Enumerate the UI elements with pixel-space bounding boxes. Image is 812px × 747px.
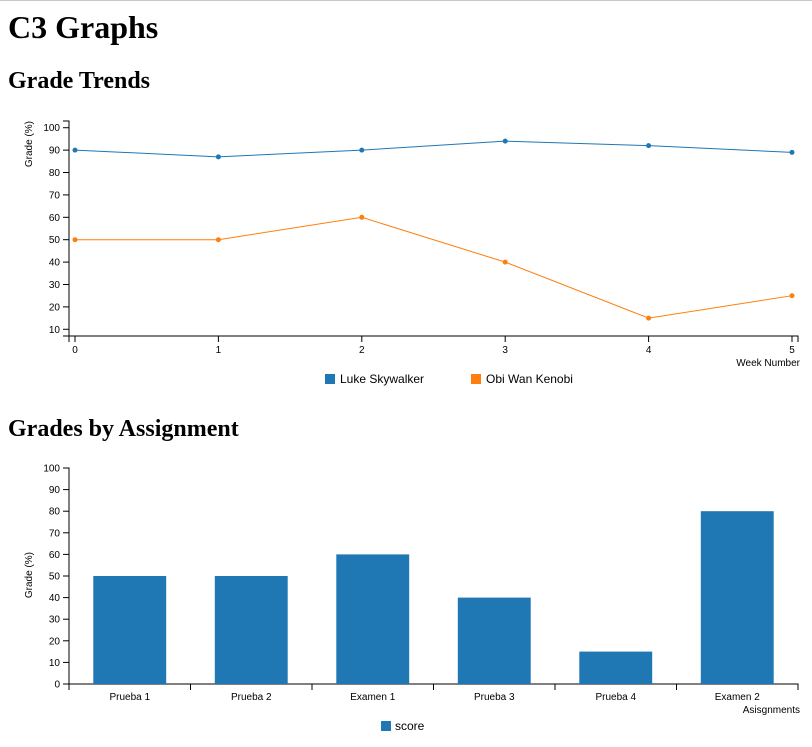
- x-axis-label: Week Number: [736, 358, 800, 369]
- y-tick-label: 50: [49, 572, 61, 583]
- legend-label: Obi Wan Kenobi: [486, 372, 573, 386]
- data-point: [72, 147, 78, 153]
- grades-by-assignment-heading: Grades by Assignment: [8, 416, 239, 442]
- x-tick-label: Examen 1: [350, 692, 395, 703]
- y-tick-label: 60: [49, 213, 61, 224]
- data-point: [72, 237, 78, 243]
- y-tick-label: 40: [49, 258, 61, 269]
- data-point: [502, 138, 508, 144]
- grades-by-assignment-chart: 0 10 20 30 40 50 60 70 80 90 100 Grade (%) Prueba 1 P…: [24, 464, 800, 734]
- x-tick-label: Prueba 1: [109, 692, 150, 703]
- data-point: [646, 315, 652, 321]
- page-title: C3 Graphs: [8, 9, 159, 45]
- y-tick-label: 60: [49, 550, 61, 561]
- bar: [214, 576, 288, 684]
- y-tick-label: 100: [43, 123, 60, 134]
- bar: [700, 511, 774, 684]
- x-axis-label: Asisgnments: [743, 705, 800, 716]
- top-border: [0, 0, 812, 1]
- x-tick-label: 5: [789, 345, 795, 356]
- x-tick-label: 0: [72, 345, 78, 356]
- y-axis-label: Grade (%): [24, 552, 35, 598]
- data-point: [359, 147, 365, 153]
- x-tick-label: 4: [646, 345, 652, 356]
- series-line: [75, 216, 793, 319]
- y-tick-label: 40: [49, 593, 61, 604]
- series-line: [74, 140, 793, 158]
- y-tick-label: 30: [49, 280, 61, 291]
- x-tick-label: 1: [216, 345, 222, 356]
- x-tick-label: Prueba 4: [595, 692, 636, 703]
- data-point: [359, 214, 365, 220]
- bar: [457, 597, 531, 684]
- y-tick-label: 70: [49, 528, 61, 539]
- bar: [336, 554, 410, 684]
- bar: [93, 576, 167, 684]
- x-tick-label: Prueba 3: [474, 692, 515, 703]
- y-tick-label: 90: [49, 146, 61, 157]
- legend-swatch: [471, 374, 481, 384]
- x-tick-label: Examen 2: [715, 692, 760, 703]
- y-tick-label: 10: [49, 325, 61, 336]
- y-tick-label: 30: [49, 615, 61, 626]
- data-point: [502, 259, 508, 265]
- data-point: [646, 143, 652, 149]
- y-tick-label: 50: [49, 235, 61, 246]
- legend-swatch: [381, 721, 391, 731]
- legend-swatch: [325, 374, 335, 384]
- y-tick-label: 70: [49, 190, 61, 201]
- y-tick-label: 20: [49, 302, 61, 313]
- y-tick-label: 10: [49, 658, 61, 669]
- data-point: [215, 154, 221, 160]
- x-tick-label: 2: [359, 345, 365, 356]
- data-point: [215, 237, 221, 243]
- y-tick-label: 80: [49, 168, 61, 179]
- y-tick-label: 20: [49, 636, 61, 647]
- y-axis-label: Grade (%): [24, 121, 35, 167]
- y-tick-label: 90: [49, 485, 61, 496]
- data-point: [789, 293, 795, 299]
- y-tick-label: 0: [54, 680, 60, 691]
- grade-trends-heading: Grade Trends: [8, 68, 151, 94]
- data-point: [789, 149, 795, 155]
- y-tick-label: 100: [43, 464, 60, 475]
- grade-trends-chart: 10 20 30 40 50 60 70 80 90 100 Grade (%) 0 1 2 3 4 5 Week…: [24, 120, 801, 386]
- x-tick-label: Prueba 2: [231, 692, 272, 703]
- y-tick-label: 80: [49, 507, 61, 518]
- y-axis-line: [63, 120, 70, 337]
- x-axis-line: [68, 335, 799, 342]
- bar: [579, 651, 653, 684]
- legend-label: Luke Skywalker: [340, 372, 424, 386]
- legend-label: score: [395, 719, 425, 733]
- x-tick-label: 3: [502, 345, 508, 356]
